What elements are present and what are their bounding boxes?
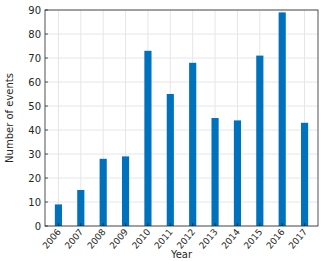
- plot-frame: [45, 10, 318, 226]
- x-tick-label: 2007: [63, 227, 85, 251]
- x-tick-label: 2015: [242, 227, 264, 251]
- bar: [77, 190, 84, 226]
- x-tick: [237, 223, 238, 226]
- y-tick-label: 30: [28, 149, 41, 160]
- x-tick-label: 2009: [108, 227, 131, 251]
- x-tick-label: 2016: [264, 227, 287, 251]
- y-tick-label: 40: [28, 125, 41, 136]
- y-tick: [45, 178, 48, 179]
- x-tick: [170, 223, 171, 226]
- y-grid-line: [45, 202, 318, 203]
- bar: [122, 156, 129, 226]
- x-tick: [147, 223, 148, 226]
- bar: [167, 94, 174, 226]
- y-axis-label: Number of events: [4, 73, 15, 163]
- x-tick: [125, 223, 126, 226]
- y-tick: [45, 34, 48, 35]
- grid: [45, 10, 318, 226]
- x-tick: [103, 223, 104, 226]
- bar: [301, 123, 308, 226]
- x-tick-label: 2012: [175, 227, 197, 251]
- plot-area: [45, 10, 318, 226]
- x-tick: [304, 223, 305, 226]
- y-grid-line: [45, 106, 318, 107]
- y-grid-line: [45, 178, 318, 179]
- x-tick: [259, 223, 260, 226]
- y-tick-label: 50: [28, 101, 41, 112]
- x-tick-label: 2010: [130, 227, 153, 251]
- y-tick-label: 90: [28, 5, 41, 16]
- y-tick: [45, 202, 48, 203]
- x-axis-label: Year: [170, 249, 193, 260]
- y-tick-label: 10: [28, 197, 41, 208]
- bar: [279, 12, 286, 226]
- x-tick-label: 2006: [41, 227, 64, 251]
- bar: [234, 120, 241, 226]
- x-grid-line: [58, 10, 59, 226]
- x-tick: [80, 223, 81, 226]
- x-tick-label: 2011: [152, 227, 174, 251]
- chart-container: 0102030405060708090200620072008200920102…: [0, 0, 328, 261]
- x-tick: [192, 223, 193, 226]
- y-grid-line: [45, 130, 318, 131]
- bar: [211, 118, 218, 226]
- bar: [55, 204, 62, 226]
- bar: [256, 56, 263, 226]
- x-tick: [58, 223, 59, 226]
- bar: [189, 63, 196, 226]
- bars: [55, 12, 308, 226]
- y-tick: [45, 10, 48, 11]
- x-tick-label: 2008: [85, 227, 108, 251]
- bar: [100, 159, 107, 226]
- y-tick-label: 60: [28, 77, 41, 88]
- x-tick-label: 2014: [220, 227, 243, 251]
- x-tick: [282, 223, 283, 226]
- y-tick-label: 70: [28, 53, 41, 64]
- bar: [144, 51, 151, 226]
- y-grid-line: [45, 82, 318, 83]
- x-tick-label: 2017: [287, 227, 309, 251]
- y-tick: [45, 154, 48, 155]
- y-grid-line: [45, 34, 318, 35]
- y-tick: [45, 82, 48, 83]
- y-tick-label: 80: [28, 29, 41, 40]
- chart: 0102030405060708090200620072008200920102…: [0, 0, 328, 261]
- y-grid-line: [45, 58, 318, 59]
- y-grid-line: [45, 154, 318, 155]
- y-tick: [45, 106, 48, 107]
- y-tick: [45, 226, 48, 227]
- y-tick: [45, 58, 48, 59]
- y-tick-label: 20: [28, 173, 41, 184]
- x-tick-label: 2013: [197, 227, 219, 251]
- y-tick-label: 0: [35, 221, 41, 232]
- y-tick: [45, 130, 48, 131]
- x-tick: [215, 223, 216, 226]
